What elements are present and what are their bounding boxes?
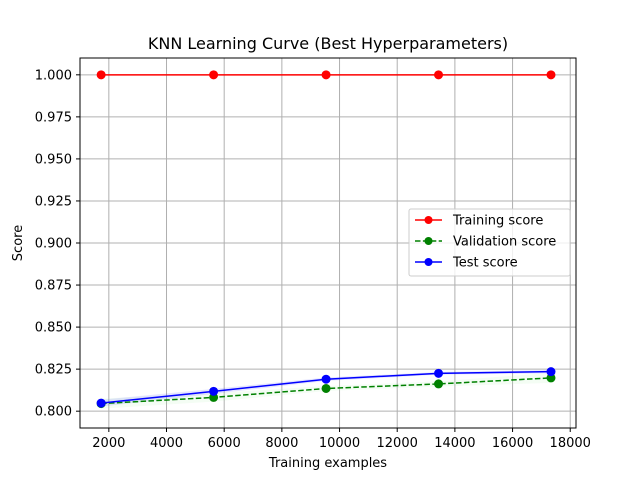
test-score-point	[434, 368, 444, 378]
y-tick-label: 0.900	[35, 237, 72, 252]
legend-box	[408, 208, 571, 277]
validation-score-point	[434, 379, 444, 389]
y-tick-label: 0.950	[35, 152, 72, 167]
x-tick-label: 6000	[208, 436, 241, 451]
test-score-point	[209, 386, 219, 396]
x-tick-label: 16000	[492, 436, 533, 451]
training-score-point	[434, 70, 444, 80]
test-score-point	[96, 398, 106, 408]
test-score-point	[321, 374, 331, 384]
training-score-legend-label: Training score	[452, 214, 543, 229]
grid	[80, 58, 576, 428]
y-tick-label: 0.800	[35, 405, 72, 420]
chart-title: KNN Learning Curve (Best Hyperparameters…	[148, 34, 508, 53]
validation-score-legend-marker	[424, 237, 433, 245]
training-score-point	[96, 70, 106, 80]
y-tick-label: 0.875	[35, 279, 72, 294]
training-score-point	[321, 70, 331, 80]
y-tick-label: 0.975	[35, 110, 72, 125]
x-tick-label: 18000	[550, 436, 591, 451]
y-axis-ticks: 0.800 0.825 0.850 0.875 0.900 0.925 0.950 0.975…	[35, 68, 80, 420]
y-axis-label: Score	[11, 225, 26, 261]
x-tick-label: 14000	[434, 436, 475, 451]
test-score-point	[546, 367, 556, 377]
series-lines	[96, 70, 556, 409]
training-score-point	[546, 70, 556, 80]
test-score-band	[101, 369, 551, 407]
validation-score-point	[321, 383, 331, 393]
y-tick-label: 0.925	[35, 194, 72, 209]
test-score-legend-marker	[424, 258, 433, 266]
x-tick-label: 12000	[377, 436, 418, 451]
x-axis-label: Training examples	[268, 456, 387, 471]
x-tick-label: 8000	[265, 436, 298, 451]
legend: Training score Validation score Test score	[408, 208, 571, 277]
y-tick-label: 1.000	[35, 68, 72, 83]
y-tick-label: 0.825	[35, 363, 72, 378]
test-score-legend-label: Test score	[452, 256, 518, 271]
y-tick-label: 0.850	[35, 321, 72, 336]
x-tick-label: 4000	[150, 436, 183, 451]
x-tick-label: 2000	[92, 436, 125, 451]
x-tick-label: 10000	[319, 436, 360, 451]
training-score-legend-marker	[424, 216, 433, 224]
training-score-point	[209, 70, 219, 80]
validation-score-legend-label: Validation score	[453, 235, 556, 250]
x-axis-ticks: 2000 4000 6000 8000 10000 12000 14000 16000 1800…	[92, 428, 591, 451]
